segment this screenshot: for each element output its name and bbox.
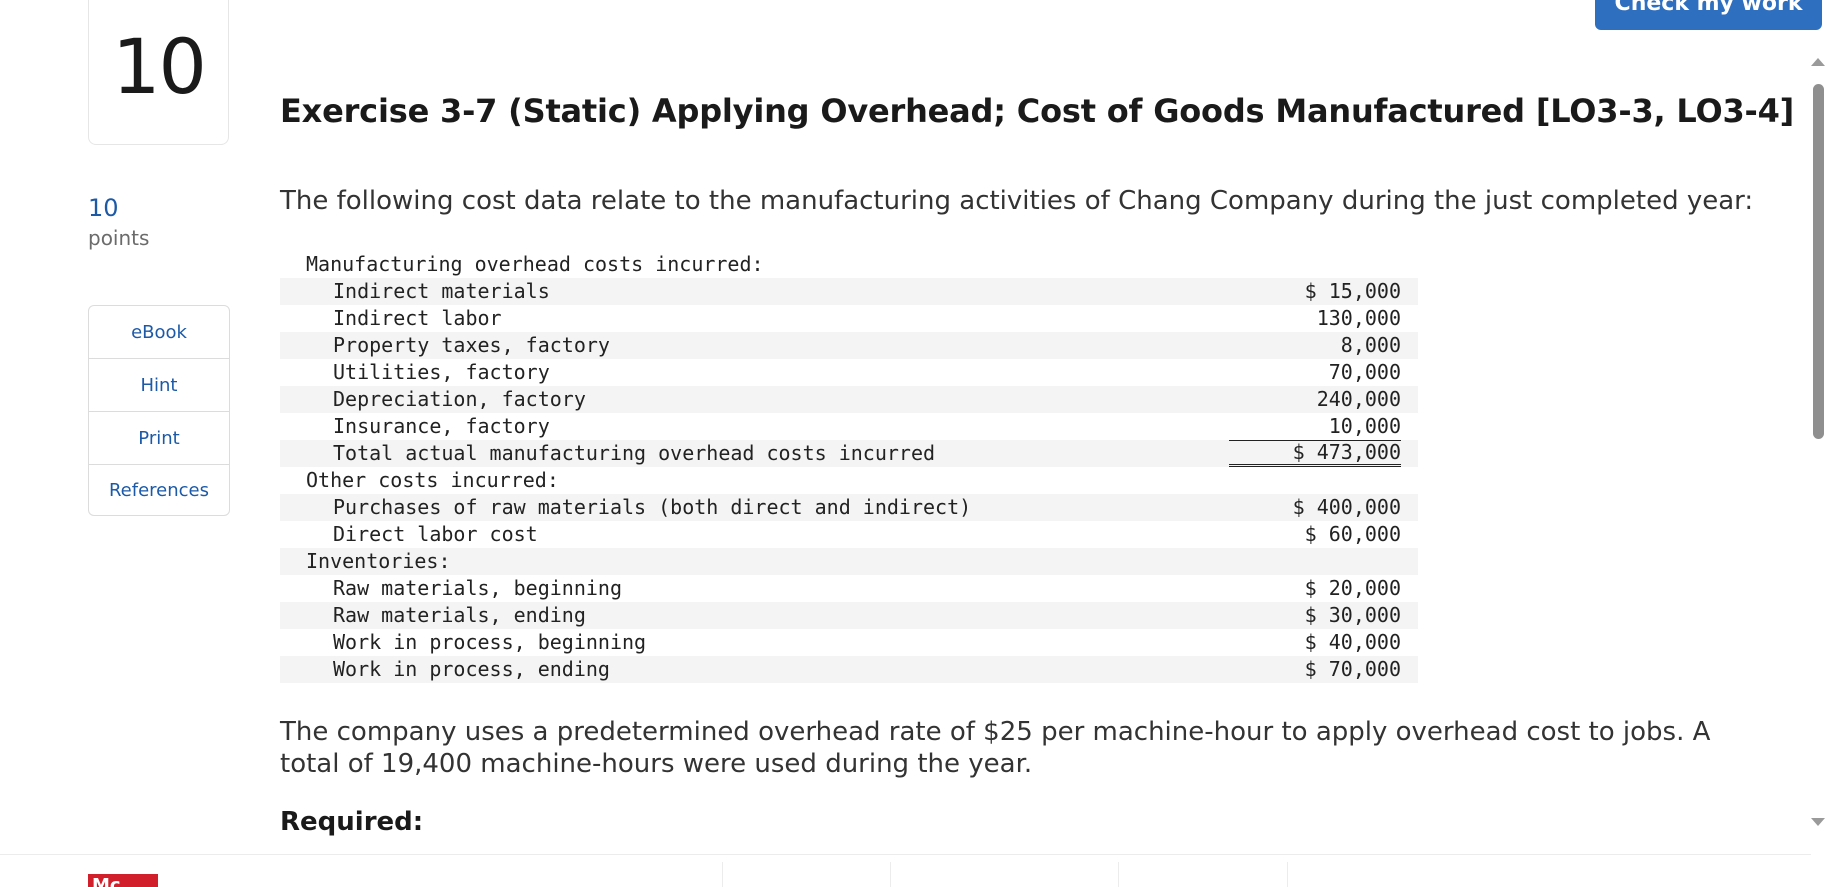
row-value: $ 70,000 <box>1304 657 1401 681</box>
table-row: Direct labor cost $ 60,000 <box>280 521 1418 548</box>
footer-separator <box>722 862 723 887</box>
table-row: Indirect materials $ 15,000 <box>280 278 1418 305</box>
row-label: Raw materials, beginning <box>333 576 622 600</box>
row-label: Inventories: <box>306 549 451 573</box>
row-label: Property taxes, factory <box>333 333 610 357</box>
row-label: Insurance, factory <box>333 414 550 438</box>
ebook-link[interactable]: eBook <box>89 306 229 359</box>
row-label: Work in process, beginning <box>333 630 647 654</box>
intro-text: The following cost data relate to the ma… <box>280 186 1754 216</box>
row-value: 10,000 <box>1328 414 1401 438</box>
scroll-down-arrow-icon[interactable] <box>1811 818 1825 826</box>
row-label: Raw materials, ending <box>333 603 586 627</box>
table-row: Other costs incurred: <box>280 467 1418 494</box>
table-row: Inventories: <box>280 548 1418 575</box>
table-row: Purchases of raw materials (both direct … <box>280 494 1418 521</box>
row-value: $ 473,000 <box>1229 440 1401 467</box>
table-row-total: Total actual manufacturing overhead cost… <box>280 440 1418 467</box>
row-value: 70,000 <box>1328 360 1401 384</box>
print-link[interactable]: Print <box>89 412 229 465</box>
row-label: Total actual manufacturing overhead cost… <box>333 441 936 465</box>
hint-link[interactable]: Hint <box>89 359 229 412</box>
row-label: Other costs incurred: <box>306 468 559 492</box>
question-number-box: 10 <box>88 0 229 145</box>
row-value: $ 60,000 <box>1304 522 1401 546</box>
row-label: Utilities, factory <box>333 360 550 384</box>
footer-separator <box>890 862 891 887</box>
footer-separator <box>1118 862 1119 887</box>
footer-divider <box>0 854 1811 855</box>
exercise-title: Exercise 3-7 (Static) Applying Overhead;… <box>280 92 1795 130</box>
points-value: 10 <box>88 194 119 222</box>
table-row: Work in process, ending $ 70,000 <box>280 656 1418 683</box>
table-row: Manufacturing overhead costs incurred: <box>280 251 1418 278</box>
publisher-logo: Mc <box>88 874 158 887</box>
table-row: Utilities, factory 70,000 <box>280 359 1418 386</box>
row-label: Work in process, ending <box>333 657 610 681</box>
table-row: Property taxes, factory 8,000 <box>280 332 1418 359</box>
row-label: Depreciation, factory <box>333 387 586 411</box>
table-row: Depreciation, factory 240,000 <box>280 386 1418 413</box>
footer-separator <box>1287 862 1288 887</box>
row-value: 130,000 <box>1316 306 1401 330</box>
row-value: $ 40,000 <box>1304 630 1401 654</box>
row-label: Indirect materials <box>333 279 550 303</box>
scroll-up-arrow-icon[interactable] <box>1811 58 1825 66</box>
check-my-work-button[interactable]: Check my work <box>1595 0 1822 30</box>
row-value: 8,000 <box>1340 333 1401 357</box>
question-number: 10 <box>112 22 207 111</box>
row-label: Direct labor cost <box>333 522 538 546</box>
tools-panel: eBook Hint Print References <box>88 305 230 516</box>
row-value: $ 30,000 <box>1304 603 1401 627</box>
table-row: Work in process, beginning $ 40,000 <box>280 629 1418 656</box>
table-row: Raw materials, beginning $ 20,000 <box>280 575 1418 602</box>
cost-data-table: Manufacturing overhead costs incurred: I… <box>280 251 1418 683</box>
overhead-rate-paragraph: The company uses a predetermined overhea… <box>280 717 1711 779</box>
row-value: $ 400,000 <box>1292 495 1401 519</box>
scrollbar-thumb[interactable] <box>1813 84 1824 439</box>
row-value: 240,000 <box>1316 387 1401 411</box>
table-row: Raw materials, ending $ 30,000 <box>280 602 1418 629</box>
row-label: Purchases of raw materials (both direct … <box>333 495 972 519</box>
references-link[interactable]: References <box>108 479 210 501</box>
row-label: Indirect labor <box>333 306 502 330</box>
required-heading: Required: <box>280 807 424 837</box>
points-label: points <box>88 226 150 250</box>
table-row: Insurance, factory 10,000 <box>280 413 1418 440</box>
table-row: Indirect labor 130,000 <box>280 305 1418 332</box>
row-value: $ 15,000 <box>1304 279 1401 303</box>
row-value: $ 20,000 <box>1304 576 1401 600</box>
row-label: Manufacturing overhead costs incurred: <box>306 252 764 276</box>
